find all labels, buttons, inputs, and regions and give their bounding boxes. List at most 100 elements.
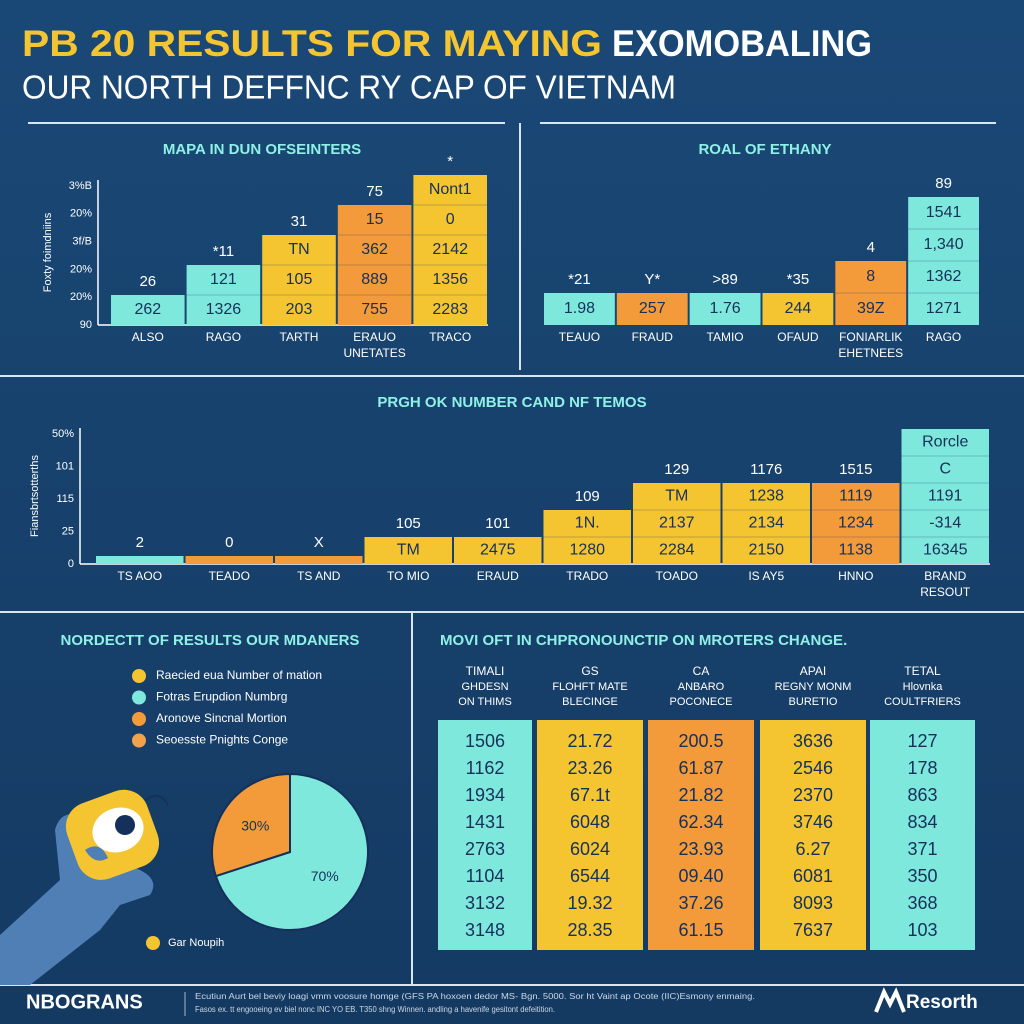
table-column [438,720,532,950]
axis-label: 50% [52,428,74,440]
column [722,483,810,564]
cell-label: 203 [286,301,313,318]
table-cell: 6544 [570,866,610,886]
cell-label: Rorcle [922,434,968,451]
table-cell: 28.35 [567,920,612,940]
column-top-label: 31 [291,213,308,230]
cell-label: 1280 [569,542,605,559]
axis-label: 90 [80,319,92,331]
column-label: TARTH [280,330,319,344]
column-label: OFAUD [777,330,819,344]
column-label: RAGO [926,330,961,344]
table-cell: 37.26 [678,893,723,913]
column-label: RESOUT [920,585,971,599]
column [762,293,834,325]
cell-label: 1.98 [564,300,595,317]
table-header: COULTFRIERS [884,696,961,708]
cell-label: 257 [639,300,666,317]
table-header: REGNY MONM [775,681,852,693]
column-top-label: 129 [664,461,689,478]
column [186,265,261,325]
column-top-label: 1515 [839,461,872,478]
column-label: UNETATES [343,346,405,360]
table-header: CA [693,664,710,678]
cell-label: 8 [866,268,875,285]
column-top-label: 2 [136,534,144,551]
column [835,261,907,325]
brand: Resorth [906,992,978,1013]
table-header: BURETIO [789,696,838,708]
column-top-label: 101 [485,515,510,532]
cell-label: 0 [446,211,455,228]
table-cell: 3746 [793,812,833,832]
table-cell: 178 [907,758,937,778]
cell-label: 1N. [575,515,600,532]
table-cell: 200.5 [678,731,723,751]
axis-label: 25 [62,525,74,537]
cell-label: 1326 [206,301,242,318]
axis-label: 20% [70,291,92,303]
table-cell: 61.87 [678,758,723,778]
panel-title: NORDECTT OF RESULTS OUR MDANERS [61,632,360,649]
column-label: ERAUD [477,569,519,583]
column-label: ALSO [132,330,164,344]
table-column [648,720,754,950]
column [337,205,412,325]
column-top-label: 109 [575,488,600,505]
axis-label: 3%B [69,180,92,192]
column-label: TEADO [209,569,250,583]
cell-label: 1191 [928,488,963,505]
cell-label: 262 [134,301,161,318]
column-top-label: 0 [225,534,233,551]
column-top-label: 89 [935,175,952,192]
column-top-label: *35 [787,271,810,288]
table-cell: 8093 [793,893,833,913]
column-top-label: * [447,153,453,170]
cell-label: 1238 [748,488,784,505]
cell-label: TM [665,488,688,505]
table-cell: 1934 [465,785,505,805]
table-header: BLECINGE [562,696,618,708]
table-header: TIMALI [466,664,505,678]
table-header: Hlovnka [903,681,944,693]
column-top-label: 4 [867,239,875,256]
cell-label: 2137 [659,515,695,532]
table-cell: 3636 [793,731,833,751]
table-column [537,720,643,950]
column [616,293,688,325]
cell-label: 2134 [748,515,784,532]
column-top-label: 1176 [750,461,782,478]
column-label: TS AND [297,569,341,583]
column [544,293,615,325]
cell-label: 755 [361,301,388,318]
column-label: IS AY5 [748,569,784,583]
panel-title: MOVI OFT IN CHPRONOUNCTIP ON MROTERS CHA… [440,632,847,649]
column [185,556,273,564]
legend-label: Fotras Erupdion Numbrg [156,690,287,704]
cell-label: TM [397,542,420,559]
table-header: POCONECE [670,696,733,708]
column-label: ERAUO [353,330,396,344]
cell-label: 2142 [432,241,468,258]
column-top-label: 75 [366,183,383,200]
panel-title: MAPA IN DUN OFSEINTERS [163,141,361,158]
column-label: TOADO [656,569,698,583]
table-cell: 23.26 [567,758,612,778]
column-top-label: *21 [568,271,591,288]
panel-title: ROAL OF ETHANY [698,141,831,158]
table-cell: 863 [907,785,937,805]
column-label: TAMIO [707,330,744,344]
axis-label: 20% [70,208,92,220]
cell-label: 1362 [926,268,962,285]
table-cell: 61.15 [678,920,723,940]
column-top-label: >89 [712,271,737,288]
column-top-label: *11 [213,243,234,260]
column [275,556,363,564]
table-cell: 127 [907,731,937,751]
column [364,537,452,564]
legend-label: Gar Noupih [168,937,224,949]
table-cell: 1104 [466,866,505,886]
axis-label: 0 [68,558,74,570]
axis-title: Foxty foimdniins [42,212,54,292]
